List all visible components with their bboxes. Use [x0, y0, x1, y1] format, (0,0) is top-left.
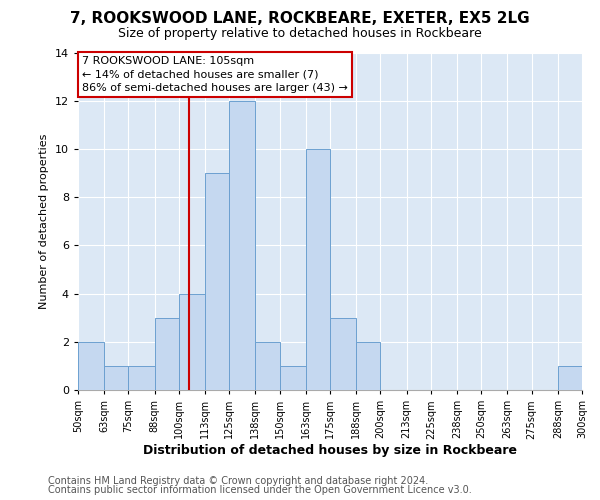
Text: 7, ROOKSWOOD LANE, ROCKBEARE, EXETER, EX5 2LG: 7, ROOKSWOOD LANE, ROCKBEARE, EXETER, EX… — [70, 11, 530, 26]
Text: Contains public sector information licensed under the Open Government Licence v3: Contains public sector information licen… — [48, 485, 472, 495]
Bar — [155, 318, 179, 390]
Text: 7 ROOKSWOOD LANE: 105sqm
← 14% of detached houses are smaller (7)
86% of semi-de: 7 ROOKSWOOD LANE: 105sqm ← 14% of detach… — [82, 56, 348, 92]
Bar — [306, 149, 330, 390]
Bar — [280, 366, 306, 390]
Bar — [229, 100, 256, 390]
Text: Size of property relative to detached houses in Rockbeare: Size of property relative to detached ho… — [118, 28, 482, 40]
X-axis label: Distribution of detached houses by size in Rockbeare: Distribution of detached houses by size … — [143, 444, 517, 457]
Bar — [256, 342, 280, 390]
Bar — [104, 366, 128, 390]
Bar — [330, 318, 356, 390]
Bar — [205, 173, 229, 390]
Text: Contains HM Land Registry data © Crown copyright and database right 2024.: Contains HM Land Registry data © Crown c… — [48, 476, 428, 486]
Bar — [78, 342, 104, 390]
Bar — [179, 294, 205, 390]
Y-axis label: Number of detached properties: Number of detached properties — [39, 134, 49, 309]
Bar — [128, 366, 155, 390]
Bar — [558, 366, 582, 390]
Bar — [356, 342, 380, 390]
